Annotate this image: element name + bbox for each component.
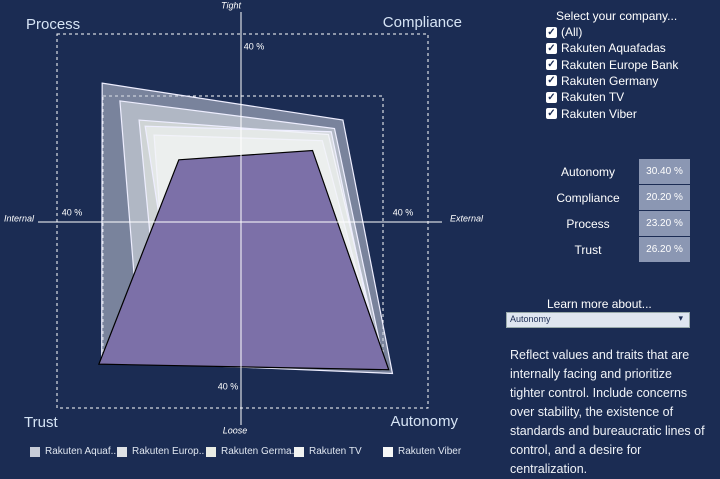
- row-value: 20.20 %: [639, 185, 690, 210]
- legend-swatch: [30, 446, 40, 457]
- filter-option[interactable]: ✓ Rakuten Europe Bank: [546, 58, 678, 72]
- filter-option[interactable]: ✓ Rakuten Germany: [546, 74, 658, 88]
- dropdown[interactable]: Autonomy ▾: [506, 312, 690, 328]
- row-value: 23.20 %: [639, 211, 690, 236]
- checkbox: ✓: [546, 26, 557, 38]
- checkbox: ✓: [546, 75, 557, 87]
- quad-chart: Process Compliance Autonomy Trust Tight …: [4, 0, 484, 435]
- quadrant-label: Autonomy: [390, 413, 458, 430]
- legend-label: Rakuten Europ..: [132, 446, 205, 457]
- axis-label: Loose: [223, 425, 248, 435]
- filter-option[interactable]: ✓ Rakuten TV: [546, 90, 624, 104]
- row-label: Compliance: [556, 191, 620, 205]
- dropdown-value: Autonomy: [510, 314, 551, 324]
- option-label: Rakuten Europe Bank: [561, 57, 679, 72]
- legend-item: Rakuten TV: [294, 446, 362, 457]
- dashboard: Process Compliance Autonomy Trust Tight …: [4, 0, 705, 476]
- quadrant-label: Process: [26, 16, 80, 33]
- filter-title: Select your company...: [556, 9, 678, 23]
- axis-label: External: [450, 213, 484, 223]
- legend-item: Rakuten Germa..: [206, 446, 297, 457]
- legend-swatch: [117, 446, 127, 457]
- tick-label: 40 %: [393, 207, 414, 217]
- description: Reflect values and traits that are inter…: [510, 348, 705, 476]
- quadrant-label: Trust: [24, 414, 58, 431]
- legend-label: Rakuten Viber: [398, 446, 462, 457]
- checkbox: ✓: [546, 59, 557, 71]
- checkbox: ✓: [546, 91, 557, 103]
- row-label: Trust: [574, 243, 602, 257]
- option-label: Rakuten Germany: [561, 73, 659, 88]
- option-label: Rakuten TV: [561, 90, 625, 105]
- row-label: Process: [566, 217, 610, 231]
- polygons: [98, 82, 394, 375]
- legend-item: Rakuten Europ..: [117, 446, 204, 457]
- axis-label: Internal: [4, 213, 35, 223]
- row-value: 30.40 %: [639, 159, 690, 184]
- filter-option[interactable]: ✓ (All): [546, 25, 582, 39]
- legend-swatch: [383, 446, 393, 457]
- option-label: (All): [561, 25, 583, 39]
- learn-title: Learn more about...: [547, 297, 652, 311]
- row-label: Autonomy: [560, 165, 616, 179]
- checkbox: ✓: [546, 42, 557, 54]
- tick-label: 40 %: [244, 41, 265, 51]
- legend-item: Rakuten Viber: [383, 446, 461, 457]
- legend-label: Rakuten TV: [309, 446, 362, 457]
- tick-label: 40 %: [218, 381, 239, 391]
- option-label: Rakuten Aquafadas: [561, 41, 666, 56]
- filter-option[interactable]: ✓ Rakuten Viber: [546, 107, 637, 121]
- axis-label: Tight: [221, 0, 241, 10]
- row-value: 26.20 %: [639, 237, 690, 262]
- legend-label: Rakuten Germa..: [221, 446, 298, 457]
- legend-item: Rakuten Aquaf..: [30, 446, 116, 457]
- option-label: Rakuten Viber: [561, 106, 637, 121]
- tick-label: 40 %: [62, 207, 83, 217]
- legend-swatch: [206, 446, 216, 457]
- legend-swatch: [294, 446, 304, 457]
- grid-frame: [56, 33, 429, 409]
- quadrant-label: Compliance: [383, 14, 462, 31]
- filter-option[interactable]: ✓ Rakuten Aquafadas: [546, 41, 666, 55]
- highlight-polygon: [98, 149, 390, 371]
- checkbox: ✓: [546, 108, 557, 119]
- dropdown-arrow: ▾: [678, 313, 683, 323]
- legend-label: Rakuten Aquaf..: [45, 446, 117, 457]
